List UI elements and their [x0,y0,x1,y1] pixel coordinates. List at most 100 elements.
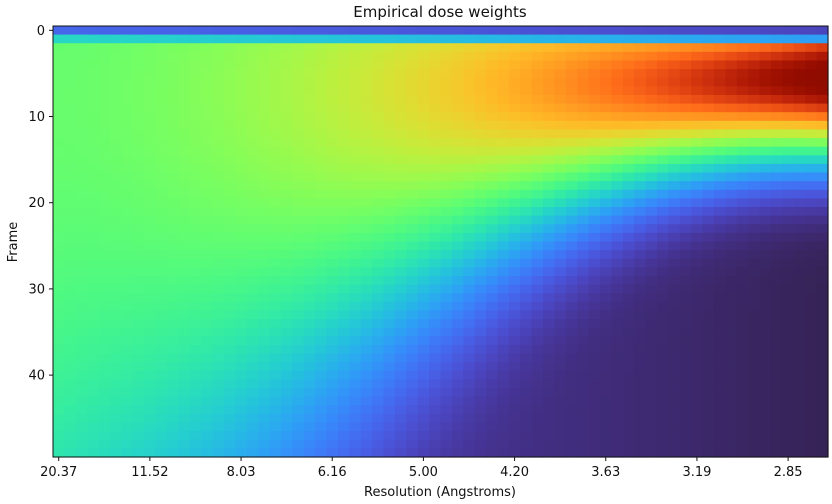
heatmap-cell [748,163,761,174]
heatmap-cell [246,207,259,217]
heatmap-cell [463,60,476,70]
heatmap-cell [429,120,442,131]
heatmap-cell [451,336,464,346]
heatmap-cell [600,232,613,243]
heatmap-cell [702,181,715,191]
heatmap-cell [463,172,476,182]
heatmap-cell [75,258,88,268]
heatmap-cell [474,370,487,381]
heatmap-cell [349,431,362,441]
heatmap-cell [679,189,692,199]
heatmap-cell [793,43,806,53]
heatmap-cell [144,112,157,122]
heatmap-cell [337,267,350,277]
heatmap-cell [634,422,647,432]
heatmap-cell [611,379,624,389]
heatmap-cell [577,86,590,96]
heatmap-cell [349,181,362,191]
heatmap-cell [394,51,407,62]
heatmap-cell [463,129,476,139]
heatmap-cell [178,413,191,424]
heatmap-cell [531,86,544,96]
heatmap-cell [679,275,692,286]
heatmap-cell [543,336,556,346]
heatmap-cell [611,293,624,303]
heatmap-cell [269,60,282,70]
heatmap-cell [702,405,715,415]
heatmap-cell [508,198,521,208]
heatmap-cell [611,267,624,277]
heatmap-cell [303,112,316,122]
heatmap-cell [497,129,510,139]
heatmap-cell [554,293,567,303]
heatmap-cell [64,319,77,329]
heatmap-cell [75,370,88,381]
heatmap-cell [360,439,373,449]
heatmap-cell [315,43,328,53]
heatmap-cell [577,327,590,337]
heatmap-cell [474,413,487,424]
heatmap-cell [543,275,556,286]
heatmap-cell [691,310,704,320]
heatmap-cell [543,112,556,122]
heatmap-cell [53,370,65,381]
heatmap-cell [565,198,578,208]
heatmap-cell [451,112,464,122]
heatmap-cell [543,69,556,79]
heatmap-cell [394,189,407,199]
heatmap-cell [98,353,111,363]
heatmap-cell [269,241,282,251]
heatmap-cell [714,155,727,165]
heatmap-cell [600,129,613,139]
heatmap-cell [303,172,316,182]
heatmap-cell [64,146,77,156]
heatmap-cell [337,207,350,217]
heatmap-cell [622,284,635,294]
heatmap-cell [714,422,727,432]
heatmap-cell [816,413,829,424]
heatmap-cell [736,120,749,131]
heatmap-cell [748,86,761,96]
heatmap-cell [748,379,761,389]
heatmap-cell [155,370,168,381]
heatmap-cell [383,181,396,191]
heatmap-cell [497,26,510,36]
heatmap-cell [109,146,122,156]
heatmap-cell [53,284,65,294]
heatmap-cell [508,344,521,355]
heatmap-cell [201,215,214,225]
heatmap-cell [98,224,111,234]
heatmap-cell [691,258,704,268]
heatmap-cell [189,138,202,148]
heatmap-cell [748,198,761,208]
heatmap-cell [771,319,784,329]
heatmap-cell [531,77,544,87]
heatmap-cell [520,370,533,381]
heatmap-cell [269,431,282,441]
heatmap-cell [816,362,829,372]
heatmap-cell [508,327,521,337]
heatmap-cell [292,112,305,122]
heatmap-cell [109,267,122,277]
heatmap-cell [349,60,362,70]
heatmap-cell [53,215,65,225]
heatmap-cell [417,207,430,217]
heatmap-cell [486,26,499,36]
heatmap-cell [394,388,407,398]
heatmap-cell [372,241,385,251]
heatmap-cell [87,379,100,389]
heatmap-cell [805,275,818,286]
heatmap-cell [736,353,749,363]
heatmap-cell [816,439,829,449]
heatmap-cell [75,310,88,320]
heatmap-cell [109,232,122,243]
heatmap-cell [201,69,214,79]
heatmap-cell [121,51,134,62]
heatmap-cell [246,51,259,62]
heatmap-cell [372,181,385,191]
heatmap-cell [793,396,806,406]
heatmap-cell [258,77,271,87]
heatmap-cell [315,362,328,372]
heatmap-cell [736,207,749,217]
heatmap-cell [280,344,293,355]
